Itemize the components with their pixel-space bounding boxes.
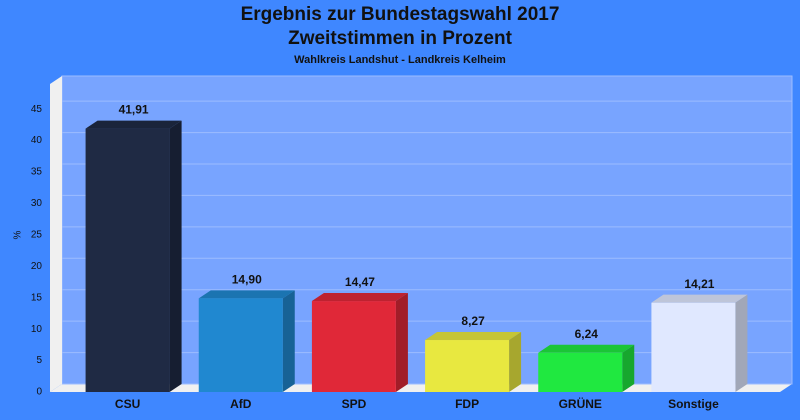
y-tick-label: 25: [31, 229, 43, 240]
bar-side: [169, 120, 182, 393]
bar-side: [282, 290, 295, 392]
value-label: 41,91: [119, 103, 149, 117]
bar-side: [735, 294, 748, 392]
y-tick-label: 0: [36, 387, 42, 398]
chart-title: Ergebnis zur Bundestagswahl 2017: [241, 4, 560, 25]
value-label: 14,47: [345, 275, 375, 289]
x-tick-label: AfD: [230, 397, 252, 411]
y-tick-label: 10: [31, 324, 43, 335]
value-label: 8,27: [461, 314, 485, 328]
x-tick-label: SPD: [342, 397, 367, 411]
side-wall: [50, 76, 62, 392]
bar-top: [198, 290, 295, 299]
y-tick-label: 20: [31, 261, 43, 272]
bar-top: [85, 120, 182, 129]
y-axis-label: %: [13, 230, 24, 239]
y-tick-label: 35: [31, 167, 43, 178]
bar: [538, 352, 623, 392]
bar: [425, 340, 510, 392]
x-tick-label: FDP: [455, 397, 479, 411]
bar-top: [651, 294, 748, 303]
y-tick-label: 15: [31, 292, 43, 303]
y-tick-label: 30: [31, 198, 43, 209]
bar: [651, 302, 736, 392]
bar-side: [509, 332, 522, 392]
value-label: 6,24: [575, 327, 599, 341]
bar: [85, 128, 170, 392]
bar-side: [622, 344, 635, 392]
bar-top: [311, 293, 408, 302]
bar-side: [395, 293, 408, 392]
y-tick-label: 40: [31, 135, 43, 146]
x-tick-label: CSU: [115, 397, 140, 411]
chart-subtitle: Wahlkreis Landshut - Landkreis Kelheim: [294, 54, 506, 66]
bar: [198, 298, 283, 392]
value-label: 14,90: [232, 273, 262, 287]
chart-title: Zweitstimmen in Prozent: [288, 28, 512, 49]
x-tick-label: Sonstige: [668, 397, 719, 411]
y-tick-label: 45: [31, 104, 43, 115]
bar: [311, 301, 396, 392]
x-tick-label: GRÜNE: [559, 396, 602, 411]
value-label: 14,21: [684, 277, 714, 291]
bar-top: [425, 332, 522, 341]
y-tick-label: 5: [36, 355, 42, 366]
bar-top: [538, 344, 635, 353]
